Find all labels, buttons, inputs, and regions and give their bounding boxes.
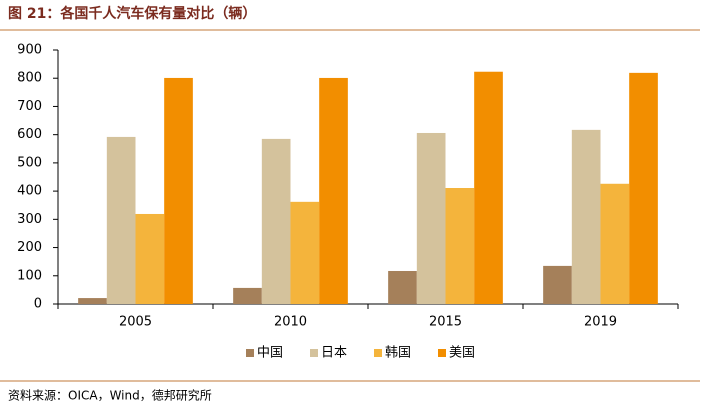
legend-label: 中国 bbox=[257, 346, 283, 361]
legend-label: 美国 bbox=[449, 346, 475, 361]
legend-swatch bbox=[310, 349, 318, 357]
y-tick-label: 200 bbox=[17, 240, 42, 255]
bar bbox=[571, 129, 601, 304]
legend-swatch bbox=[438, 349, 446, 357]
legend-label: 韩国 bbox=[385, 346, 411, 361]
x-tick-label: 2005 bbox=[119, 315, 152, 330]
bar bbox=[629, 72, 658, 304]
y-tick-label: 600 bbox=[17, 127, 42, 142]
x-tick-label: 2015 bbox=[429, 315, 462, 330]
y-tick-label: 700 bbox=[17, 99, 42, 114]
y-tick-label: 100 bbox=[17, 268, 42, 283]
bar bbox=[233, 287, 262, 304]
bar bbox=[290, 201, 320, 304]
bar bbox=[135, 213, 165, 304]
y-tick-label: 800 bbox=[17, 71, 42, 86]
y-tick-label: 900 bbox=[17, 43, 42, 58]
bar bbox=[78, 298, 107, 304]
x-tick-label: 2019 bbox=[584, 315, 617, 330]
y-tick-label: 0 bbox=[34, 297, 42, 312]
source: 资料来源：OICA，Wind，德邦研究所 bbox=[8, 388, 212, 403]
bar bbox=[319, 77, 348, 304]
legend-label: 日本 bbox=[321, 346, 347, 361]
bar bbox=[445, 188, 475, 304]
legend-swatch bbox=[246, 349, 254, 357]
bar bbox=[388, 270, 417, 304]
bar bbox=[164, 77, 193, 304]
legend-swatch bbox=[374, 349, 382, 357]
bar bbox=[600, 183, 630, 304]
bar bbox=[261, 138, 291, 304]
bar bbox=[474, 71, 503, 304]
x-tick-label: 2010 bbox=[274, 315, 307, 330]
y-tick-label: 500 bbox=[17, 155, 42, 170]
chart-title: 图 21：各国千人汽车保有量对比（辆） bbox=[8, 5, 256, 22]
y-tick-label: 400 bbox=[17, 184, 42, 199]
bar bbox=[416, 132, 446, 304]
bar bbox=[106, 136, 136, 304]
bar bbox=[543, 265, 572, 304]
y-tick-label: 300 bbox=[17, 212, 42, 227]
